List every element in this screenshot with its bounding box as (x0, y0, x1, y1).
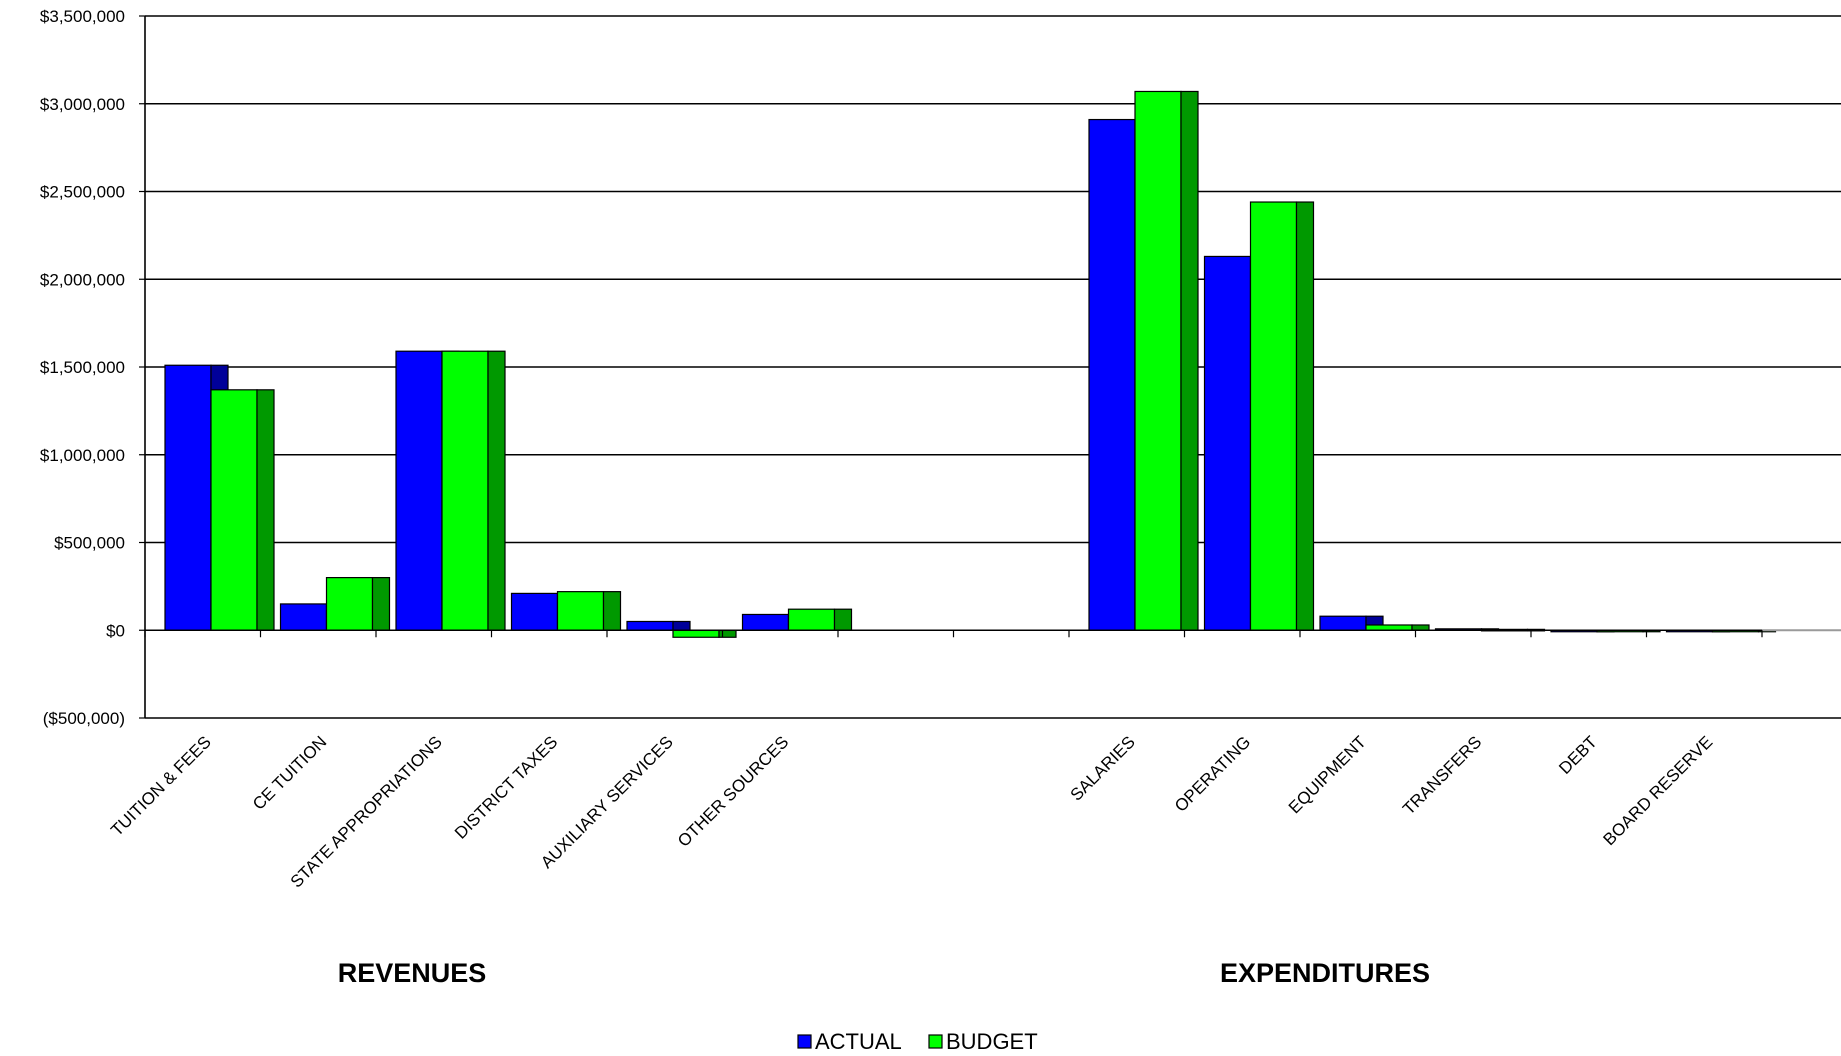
bar-budget (556, 591, 605, 631)
bar-side-budget (602, 591, 622, 631)
y-tick-label: $500,000 (54, 534, 125, 553)
x-tick-label: OPERATING (1171, 732, 1254, 815)
x-tick-label: SALARIES (1067, 732, 1139, 804)
x-tick-label: DEBT (1555, 732, 1600, 777)
y-tick-label: $3,000,000 (40, 95, 125, 114)
x-tick-label: TRANSFERS (1399, 732, 1485, 818)
legend: ACTUAL BUDGET (797, 1029, 1038, 1054)
group-labels: REVENUES EXPENDITURES (338, 958, 1430, 988)
x-tick-label: DISTRICT TAXES (451, 732, 561, 842)
legend-label-budget: BUDGET (946, 1029, 1038, 1054)
y-tick-label: $1,000,000 (40, 446, 125, 465)
bar-budget (325, 576, 374, 631)
x-tick-label: BOARD RESERVE (1600, 732, 1717, 849)
bars (164, 90, 1777, 638)
x-tick-label: CE TUITION (249, 732, 330, 813)
group-label: EXPENDITURES (1220, 958, 1430, 988)
legend-label-actual: ACTUAL (815, 1029, 902, 1054)
bar-actual (1088, 118, 1136, 631)
bar-budget (210, 389, 258, 631)
bar-actual (1319, 615, 1367, 631)
bar-actual (1203, 255, 1252, 631)
y-tick-label: ($500,000) (43, 709, 125, 728)
bar-budget (787, 608, 836, 631)
bar-budget (1249, 201, 1298, 631)
bar-side-budget (833, 608, 853, 631)
axes (144, 16, 1841, 718)
bar-budget (441, 350, 489, 631)
bar-side-budget (1180, 90, 1199, 631)
bar-side-actual (672, 620, 691, 631)
bar-actual (626, 620, 674, 631)
legend-swatch-budget (928, 1034, 943, 1049)
bar-side-budget (487, 350, 506, 631)
x-tick-label: AUXILIARY SERVICES (537, 732, 677, 872)
x-tick-label: TUITION & FEES (107, 732, 215, 840)
legend-swatch-actual (797, 1034, 812, 1049)
y-axis-ticks: $3,500,000 $3,000,000 $2,500,000 $2,000,000… (40, 7, 145, 728)
y-tick-label: $0 (106, 621, 125, 640)
bar-side-budget (718, 629, 737, 638)
y-tick-label: $1,500,000 (40, 358, 125, 377)
bar-side-budget (371, 576, 391, 631)
bar-actual (164, 364, 212, 631)
bar-budget (1134, 90, 1182, 631)
group-label: REVENUES (338, 958, 487, 988)
bar-actual (510, 592, 559, 631)
bar-actual (395, 350, 443, 631)
bar-side-budget (256, 389, 275, 631)
x-tick-label: EQUIPMENT (1285, 732, 1370, 817)
bar-actual (741, 613, 790, 631)
y-tick-label: $3,500,000 (40, 7, 125, 26)
x-tick-label: OTHER SOURCES (674, 732, 792, 850)
y-tick-label: $2,000,000 (40, 270, 125, 289)
bar-budget (672, 629, 720, 638)
y-tick-label: $2,500,000 (40, 183, 125, 202)
bar-side-budget (1295, 201, 1315, 631)
bar-actual (279, 603, 328, 631)
